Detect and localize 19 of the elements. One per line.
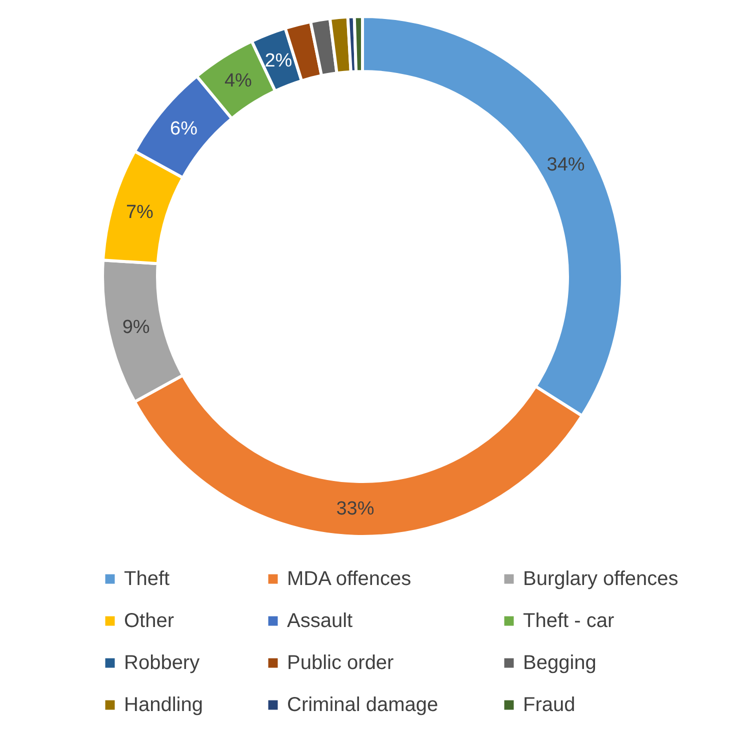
- legend-label: Public order: [287, 652, 394, 674]
- legend-label: Assault: [287, 610, 354, 632]
- legend-label: Begging: [523, 652, 596, 674]
- legend-label: Criminal damage: [287, 694, 438, 716]
- legend-label: Fraud: [523, 694, 576, 716]
- legend-label: Other: [124, 610, 174, 632]
- data-label: 34%: [546, 154, 585, 176]
- data-label: 7%: [126, 202, 154, 223]
- data-label: 9%: [122, 317, 150, 338]
- legend-label: MDA offences: [287, 568, 412, 590]
- legend-label: Burglary offences: [523, 568, 678, 590]
- data-label: 6%: [170, 118, 198, 140]
- data-label: 4%: [224, 70, 252, 92]
- data-label: 2%: [264, 50, 292, 72]
- legend-label: Robbery: [124, 652, 200, 674]
- data-label: 33%: [336, 498, 374, 520]
- legend-label: Theft: [124, 568, 170, 590]
- legend-label: Theft - car: [523, 610, 614, 632]
- legend-label: Handling: [124, 694, 203, 716]
